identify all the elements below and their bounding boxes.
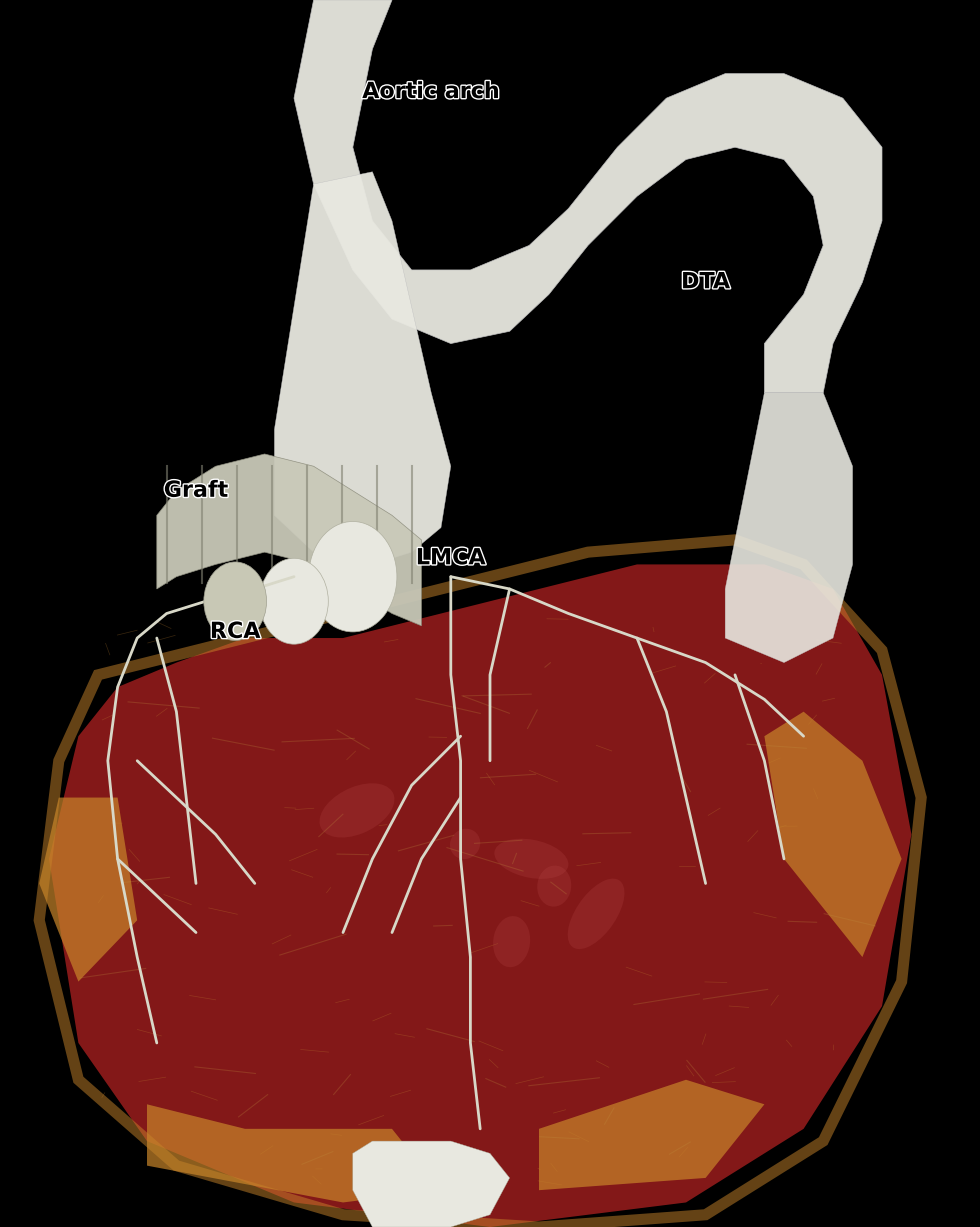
Ellipse shape [537,865,571,907]
Ellipse shape [494,839,568,879]
Polygon shape [157,454,421,626]
Polygon shape [353,1141,510,1227]
Polygon shape [539,1080,764,1190]
Polygon shape [39,798,137,982]
Polygon shape [49,564,911,1227]
Polygon shape [764,712,902,957]
Ellipse shape [567,879,624,950]
Circle shape [204,562,267,640]
Text: RCA: RCA [210,622,261,642]
Polygon shape [725,393,853,663]
Text: LMCA: LMCA [416,548,486,568]
Circle shape [309,521,397,632]
Text: DTA: DTA [681,272,730,292]
Polygon shape [147,1104,441,1202]
Text: Aortic arch: Aortic arch [363,82,500,102]
Polygon shape [294,0,882,393]
Polygon shape [274,172,451,564]
Ellipse shape [450,828,480,859]
Circle shape [260,558,328,644]
Ellipse shape [319,783,394,838]
Text: Graft: Graft [164,481,228,501]
Ellipse shape [493,917,530,967]
